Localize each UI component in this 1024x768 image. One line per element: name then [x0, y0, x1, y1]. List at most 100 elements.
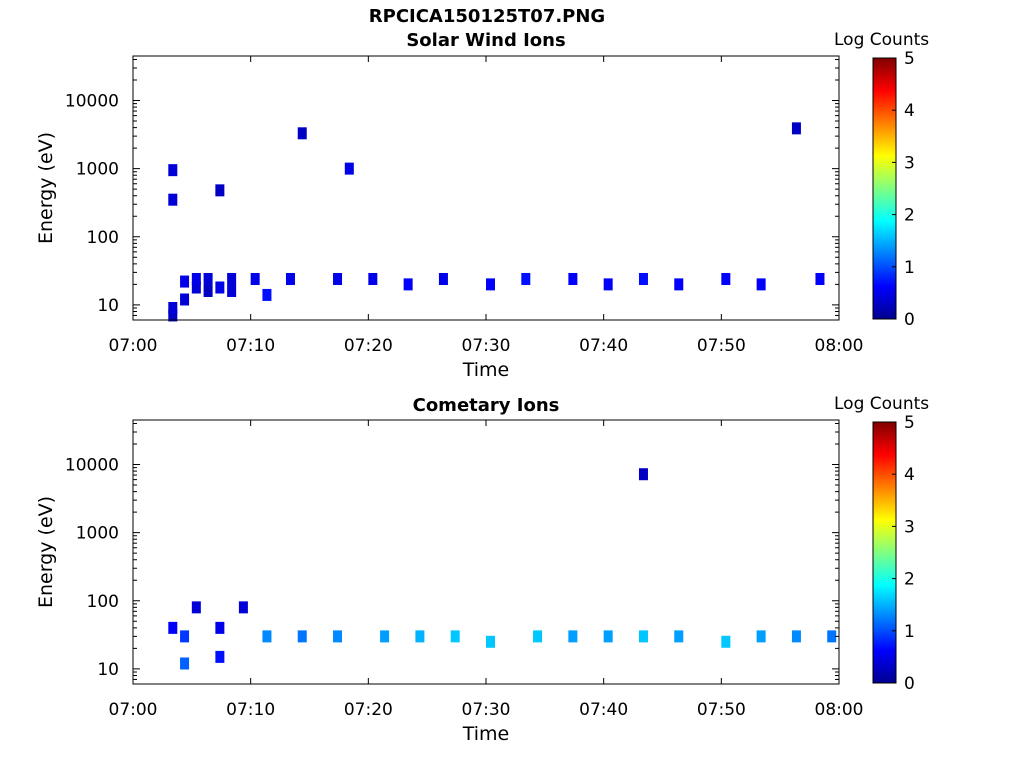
panel-1: 07:00 07:10 07:20 07:30 07:40 07:50 08:0010100…: [35, 49, 915, 381]
y-tick-label: 10: [97, 660, 119, 680]
heatmap-cell: [638, 630, 648, 643]
heatmap-cell: [191, 272, 201, 285]
heatmap-cell: [180, 275, 190, 288]
heatmap-cell: [180, 630, 190, 643]
figure-title: RPCICA150125T07.PNG: [368, 6, 606, 27]
colorbar-tick-label: 1: [904, 622, 915, 642]
y-tick-label: 1000: [76, 160, 119, 180]
x-tick-label: 07:20: [344, 336, 393, 356]
heatmap-cell: [191, 601, 201, 614]
heatmap-cell: [297, 127, 307, 140]
heatmap-cell: [238, 601, 248, 614]
colorbar-2-label: Log Counts: [834, 394, 930, 414]
heatmap-cell: [203, 272, 213, 285]
y-tick-label: 10000: [65, 92, 119, 112]
heatmap-cell: [297, 630, 307, 643]
heatmap-cell: [486, 635, 495, 648]
x-tick-label: 07:40: [579, 336, 628, 356]
y-tick-label: 100: [87, 228, 119, 248]
x-tick-label: 07:40: [579, 700, 628, 720]
x-tick-label: 07:30: [462, 336, 511, 356]
heatmap-cell: [721, 635, 731, 648]
heatmap-cell: [191, 281, 201, 294]
heatmap-cell: [368, 272, 378, 285]
colorbar-tick-label: 0: [904, 674, 915, 694]
colorbar-tick-label: 2: [904, 206, 915, 226]
colorbar-tick-label: 5: [904, 413, 915, 433]
colorbar-tick-label: 4: [904, 101, 915, 121]
heatmap-cell: [815, 272, 825, 285]
x-tick-label: 07:00: [109, 700, 158, 720]
heatmap-cell: [415, 630, 425, 643]
x-tick-label: 07:20: [344, 700, 393, 720]
heatmap-cell: [486, 278, 495, 291]
heatmap-cell: [168, 193, 178, 206]
heatmap-cell: [638, 468, 648, 481]
colorbar: [872, 57, 897, 320]
heatmap-cell: [674, 630, 684, 643]
heatmap-cell: [168, 309, 178, 322]
x-tick-label: 07:30: [462, 700, 511, 720]
heatmap-cell: [227, 272, 237, 285]
y-tick-label: 1000: [76, 524, 119, 544]
heatmap-cell: [403, 278, 413, 291]
panel-2-title: Cometary Ions: [412, 395, 560, 416]
heatmap-cell: [333, 272, 343, 285]
x-tick-label: 07:10: [226, 336, 275, 356]
heatmap-cell: [438, 272, 448, 285]
panel-2: 07:00 07:10 07:20 07:30 07:40 07:50 08:0010100…: [35, 413, 915, 745]
heatmap-cell: [721, 272, 731, 285]
y-tick-label: 100: [87, 592, 119, 612]
heatmap-cell: [603, 630, 613, 643]
colorbar-tick-label: 5: [904, 49, 915, 69]
colorbar-tick-label: 3: [904, 517, 915, 537]
y-axis-label: Energy (eV): [35, 132, 57, 244]
heatmap-cell: [674, 278, 684, 291]
colorbar-tick-label: 0: [904, 310, 915, 330]
heatmap-cell: [827, 630, 837, 643]
x-axis-label: Time: [462, 723, 510, 745]
x-tick-label: 08:00: [815, 700, 864, 720]
heatmap-cell: [638, 272, 648, 285]
x-tick-label: 07:00: [109, 336, 158, 356]
heatmap-cell: [250, 272, 260, 285]
heatmap-cell: [215, 281, 225, 294]
heatmap-cell: [215, 650, 225, 663]
x-tick-label: 07:10: [226, 700, 275, 720]
heatmap-cell: [756, 278, 766, 291]
colorbar: [872, 421, 897, 684]
colorbar-tick-label: 1: [904, 258, 915, 278]
colorbar-tick-label: 3: [904, 153, 915, 173]
heatmap-cell: [203, 284, 213, 297]
heatmap-cell: [791, 630, 801, 643]
heatmap-cell: [756, 630, 766, 643]
heatmap-cell: [180, 657, 190, 670]
heatmap-cell: [215, 184, 225, 197]
panel-1-title: Solar Wind Ions: [406, 30, 566, 51]
heatmap-cell: [168, 621, 178, 634]
y-axis-label: Energy (eV): [35, 496, 57, 608]
x-tick-label: 07:50: [697, 336, 746, 356]
x-tick-label: 08:00: [815, 336, 864, 356]
heatmap-cell: [521, 272, 531, 285]
heatmap-cell: [568, 272, 578, 285]
heatmap-cell: [603, 278, 613, 291]
heatmap-cell: [333, 630, 343, 643]
heatmap-cells: [168, 122, 825, 322]
heatmap-cell: [450, 630, 460, 643]
heatmap-cell: [568, 630, 578, 643]
heatmap-cell: [791, 122, 801, 135]
heatmap-cell: [262, 288, 272, 301]
heatmap-cell: [262, 630, 272, 643]
colorbar-1-label: Log Counts: [834, 30, 930, 50]
x-tick-label: 07:50: [697, 700, 746, 720]
y-tick-label: 10: [97, 296, 119, 316]
heatmap-cells: [168, 468, 837, 670]
heatmap-cell: [215, 621, 225, 634]
heatmap-cell: [533, 630, 543, 643]
heatmap-cell: [344, 162, 354, 175]
heatmap-cell: [227, 284, 237, 297]
heatmap-cell: [168, 302, 178, 315]
heatmap-cell: [180, 293, 190, 306]
